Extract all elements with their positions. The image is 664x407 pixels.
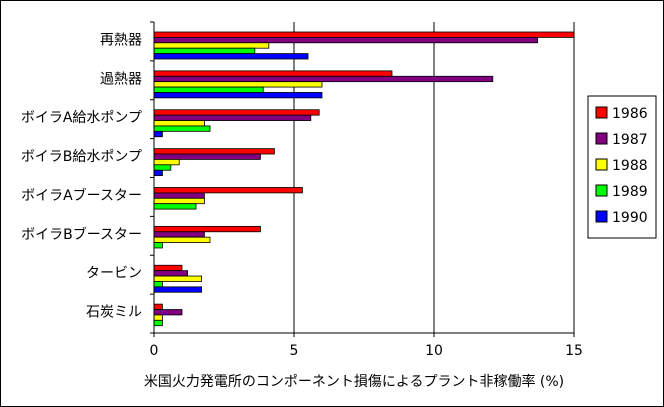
- category-label: 石炭ミル: [86, 305, 142, 321]
- bar-1987-1: [153, 75, 494, 83]
- plot-background: [154, 22, 574, 333]
- bar-1988-4: [153, 197, 205, 205]
- legend-label-1988: 1988: [612, 158, 648, 174]
- x-tick-label: 15: [565, 343, 583, 359]
- legend-label-1986: 1986: [612, 106, 648, 122]
- plot-area: [154, 22, 574, 333]
- bar-1986-6: [153, 264, 183, 272]
- bar-1990-1: [153, 92, 323, 99]
- bar-1987-0: [153, 37, 539, 44]
- legend-swatch-1987: [595, 132, 608, 145]
- y-axis: 再熱器過熱器ボイラA給水ポンプボイラB給水ポンプボイラAブースターボイラBブース…: [21, 21, 155, 334]
- bar-1990-3: [153, 169, 163, 177]
- x-tick-label: 5: [290, 343, 299, 359]
- x-axis-title: 米国火力発電所のコンポーネント損傷によるプラント非稼働率 (%): [144, 373, 564, 390]
- bar-1988-1: [153, 81, 323, 88]
- bar-1987-3: [153, 153, 261, 160]
- x-axis: 0 5 10 15: [150, 332, 583, 359]
- category-label: 過熱器: [100, 71, 142, 87]
- bar-1986-1: [153, 70, 393, 77]
- bar-1986-3: [153, 148, 275, 155]
- category-label: 再熱器: [100, 32, 142, 48]
- legend-swatch-1988: [595, 158, 608, 171]
- bar-1989-6: [153, 281, 163, 288]
- bar-1988-2: [153, 120, 205, 127]
- legend-swatch-1986: [595, 106, 608, 119]
- bar-1989-2: [153, 125, 211, 132]
- bar-1990-2: [153, 130, 163, 138]
- bar-1987-7: [153, 309, 183, 316]
- category-label: ボイラA給水ポンプ: [21, 110, 142, 126]
- legend-label-1989: 1989: [612, 184, 648, 200]
- bar-1987-6: [153, 270, 188, 277]
- bar-1986-4: [153, 187, 303, 194]
- bar-1986-7: [153, 303, 163, 310]
- legend: 1986 1987 1988 1989 1990: [587, 95, 657, 239]
- bar-1990-0: [153, 53, 309, 60]
- bar-1986-0: [153, 31, 575, 38]
- bar-1989-1: [153, 86, 264, 93]
- bar-1988-3: [153, 159, 180, 166]
- bar-1988-0: [153, 42, 270, 49]
- bar-1987-4: [153, 192, 205, 199]
- bar-1989-7: [153, 319, 163, 327]
- legend-label-1990: 1990: [612, 210, 648, 226]
- x-tick-label: 0: [150, 343, 159, 359]
- x-tick-label: 10: [425, 343, 443, 359]
- legend-label-1987: 1987: [612, 132, 648, 148]
- legend-swatch-1990: [595, 210, 608, 223]
- category-label: ボイラB給水ポンプ: [21, 149, 142, 165]
- category-label: タービン: [86, 266, 142, 282]
- bar-1989-4: [153, 203, 197, 210]
- bar-1989-3: [153, 164, 172, 171]
- category-label: ボイラBブースター: [21, 226, 142, 243]
- bar-1987-5: [153, 231, 205, 238]
- bar-1989-0: [153, 47, 256, 55]
- legend-swatch-1989: [595, 184, 608, 197]
- bar-1986-2: [153, 109, 320, 116]
- bar-1988-6: [153, 275, 202, 282]
- bar-1988-7: [153, 314, 163, 321]
- category-label: ボイラAブースター: [21, 187, 142, 204]
- bar-1989-5: [153, 242, 163, 249]
- bar-1986-5: [153, 225, 261, 233]
- bar-1987-2: [153, 114, 312, 121]
- bar-1990-6: [153, 286, 202, 293]
- bar-1988-5: [153, 236, 211, 243]
